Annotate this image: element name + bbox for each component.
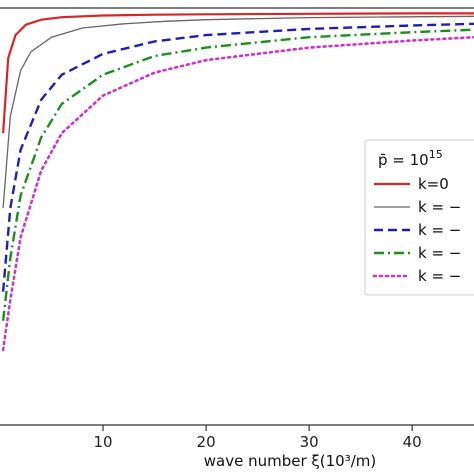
legend-title-exponent: 15 (429, 148, 443, 161)
legend-label-5: k = − (418, 267, 461, 285)
legend: p̄ = 1015 k=0 k = − k = − k = − k = − (364, 139, 474, 296)
series-line-1 (2, 12, 474, 134)
legend-label-3: k = − (418, 221, 461, 239)
x-axis-ticks: 10 20 30 40 (93, 425, 422, 451)
legend-box (364, 139, 474, 296)
legend-label-4: k = − (418, 244, 461, 262)
series-line-4 (1, 28, 474, 321)
x-tick-label: 20 (197, 433, 216, 451)
x-tick-label: 10 (93, 433, 112, 451)
legend-title: p̄ = 1015 (378, 148, 443, 169)
legend-entries: k=0 k = − k = − k = − k = − (372, 175, 461, 285)
x-tick-label: 30 (300, 433, 319, 451)
series-line-2 (2, 15, 474, 209)
x-axis-label: wave number ξ(10³/m) (204, 452, 376, 470)
series-line-3 (1, 22, 474, 292)
plot-frame (0, 7, 474, 426)
legend-title-text: p̄ = 10 (378, 151, 429, 169)
legend-label-1: k=0 (418, 175, 449, 193)
x-tick-label: 40 (403, 433, 422, 451)
series-line-5 (1, 35, 474, 352)
series-layer (1, 12, 474, 352)
legend-label-2: k = − (418, 198, 461, 216)
